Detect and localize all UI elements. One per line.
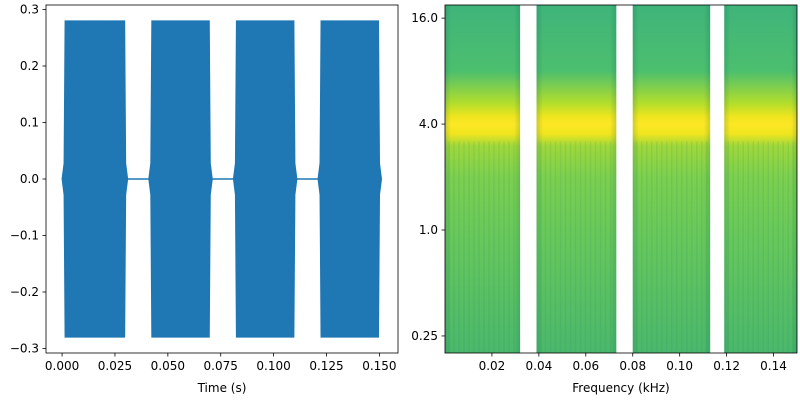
heatmap-xtick-label: 0.08 [619, 359, 646, 373]
heatmap-xtick-label: 0.02 [479, 359, 506, 373]
heatmap-frame [444, 4, 798, 354]
waveform-burst [317, 20, 383, 338]
heatmap-xtick-label: 0.14 [760, 359, 787, 373]
heatmap-block-shade [445, 5, 521, 353]
heatmap-block-shade [536, 5, 617, 353]
heatmap-ytick-label: 0.25 [411, 329, 438, 343]
heatmap-xtick-label: 0.06 [572, 359, 599, 373]
waveform-burst-envelope [317, 20, 383, 338]
waveform-xtick-label: 0.150 [362, 359, 396, 373]
heatmap-xtick-label: 0.12 [713, 359, 740, 373]
heatmap-ytick-label: 4.0 [419, 117, 438, 131]
waveform-axes: 0.000 0.025 0.050 0.075 0.100 0.125 0.150 −0.3 −… [10, 3, 399, 373]
waveform-burst [148, 20, 213, 338]
waveform-plot-area [61, 20, 383, 338]
waveform-xtick-label: 0.000 [45, 359, 79, 373]
waveform-ytick-label: 0.3 [20, 3, 39, 17]
waveform-burst-envelope [61, 20, 129, 338]
waveform-burst [61, 20, 129, 338]
heatmap-xtick-label: 0.10 [666, 359, 693, 373]
heatmap-block-shade [724, 5, 797, 353]
waveform-ytick-label: −0.2 [10, 285, 39, 299]
waveform-burst [232, 20, 298, 338]
waveform-burst-envelope [232, 20, 298, 338]
heatmap-axes: 0.02 0.04 0.06 0.08 0.10 0.12 0.14 0.25 1.0 4.0 16… [411, 4, 798, 373]
waveform-ytick-label: −0.3 [10, 341, 39, 355]
heatmap-plot-area [445, 5, 797, 353]
heatmap-ytick-label: 16.0 [411, 11, 438, 25]
heatmap-panel: 0.02 0.04 0.06 0.08 0.10 0.12 0.14 0.25 1.0 4.0 16… [411, 4, 798, 395]
heatmap-block [724, 5, 797, 353]
waveform-xtick-label: 0.125 [309, 359, 343, 373]
heatmap-block-shade [632, 5, 711, 353]
waveform-ytick-label: 0.2 [20, 59, 39, 73]
waveform-xtick-label: 0.050 [151, 359, 185, 373]
heatmap-block [536, 5, 617, 353]
heatmap-xtick-label: 0.04 [526, 359, 553, 373]
heatmap-ytick-label: 1.0 [419, 223, 438, 237]
waveform-xlabel: Time (s) [197, 381, 247, 395]
heatmap-block [445, 5, 521, 353]
waveform-xtick-label: 0.025 [98, 359, 132, 373]
heatmap-block [632, 5, 711, 353]
waveform-ytick-label: 0.1 [20, 116, 39, 130]
heatmap-xlabel: Frequency (kHz) [572, 381, 669, 395]
waveform-xtick-label: 0.100 [256, 359, 290, 373]
waveform-burst-envelope [148, 20, 213, 338]
waveform-ytick-label: −0.1 [10, 228, 39, 242]
waveform-ytick-label: 0.0 [20, 172, 39, 186]
waveform-xtick-label: 0.075 [204, 359, 238, 373]
